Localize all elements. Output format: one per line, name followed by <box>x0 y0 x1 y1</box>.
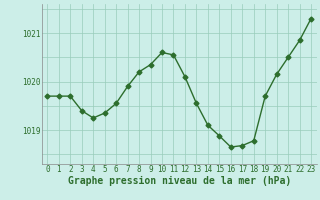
X-axis label: Graphe pression niveau de la mer (hPa): Graphe pression niveau de la mer (hPa) <box>68 176 291 186</box>
